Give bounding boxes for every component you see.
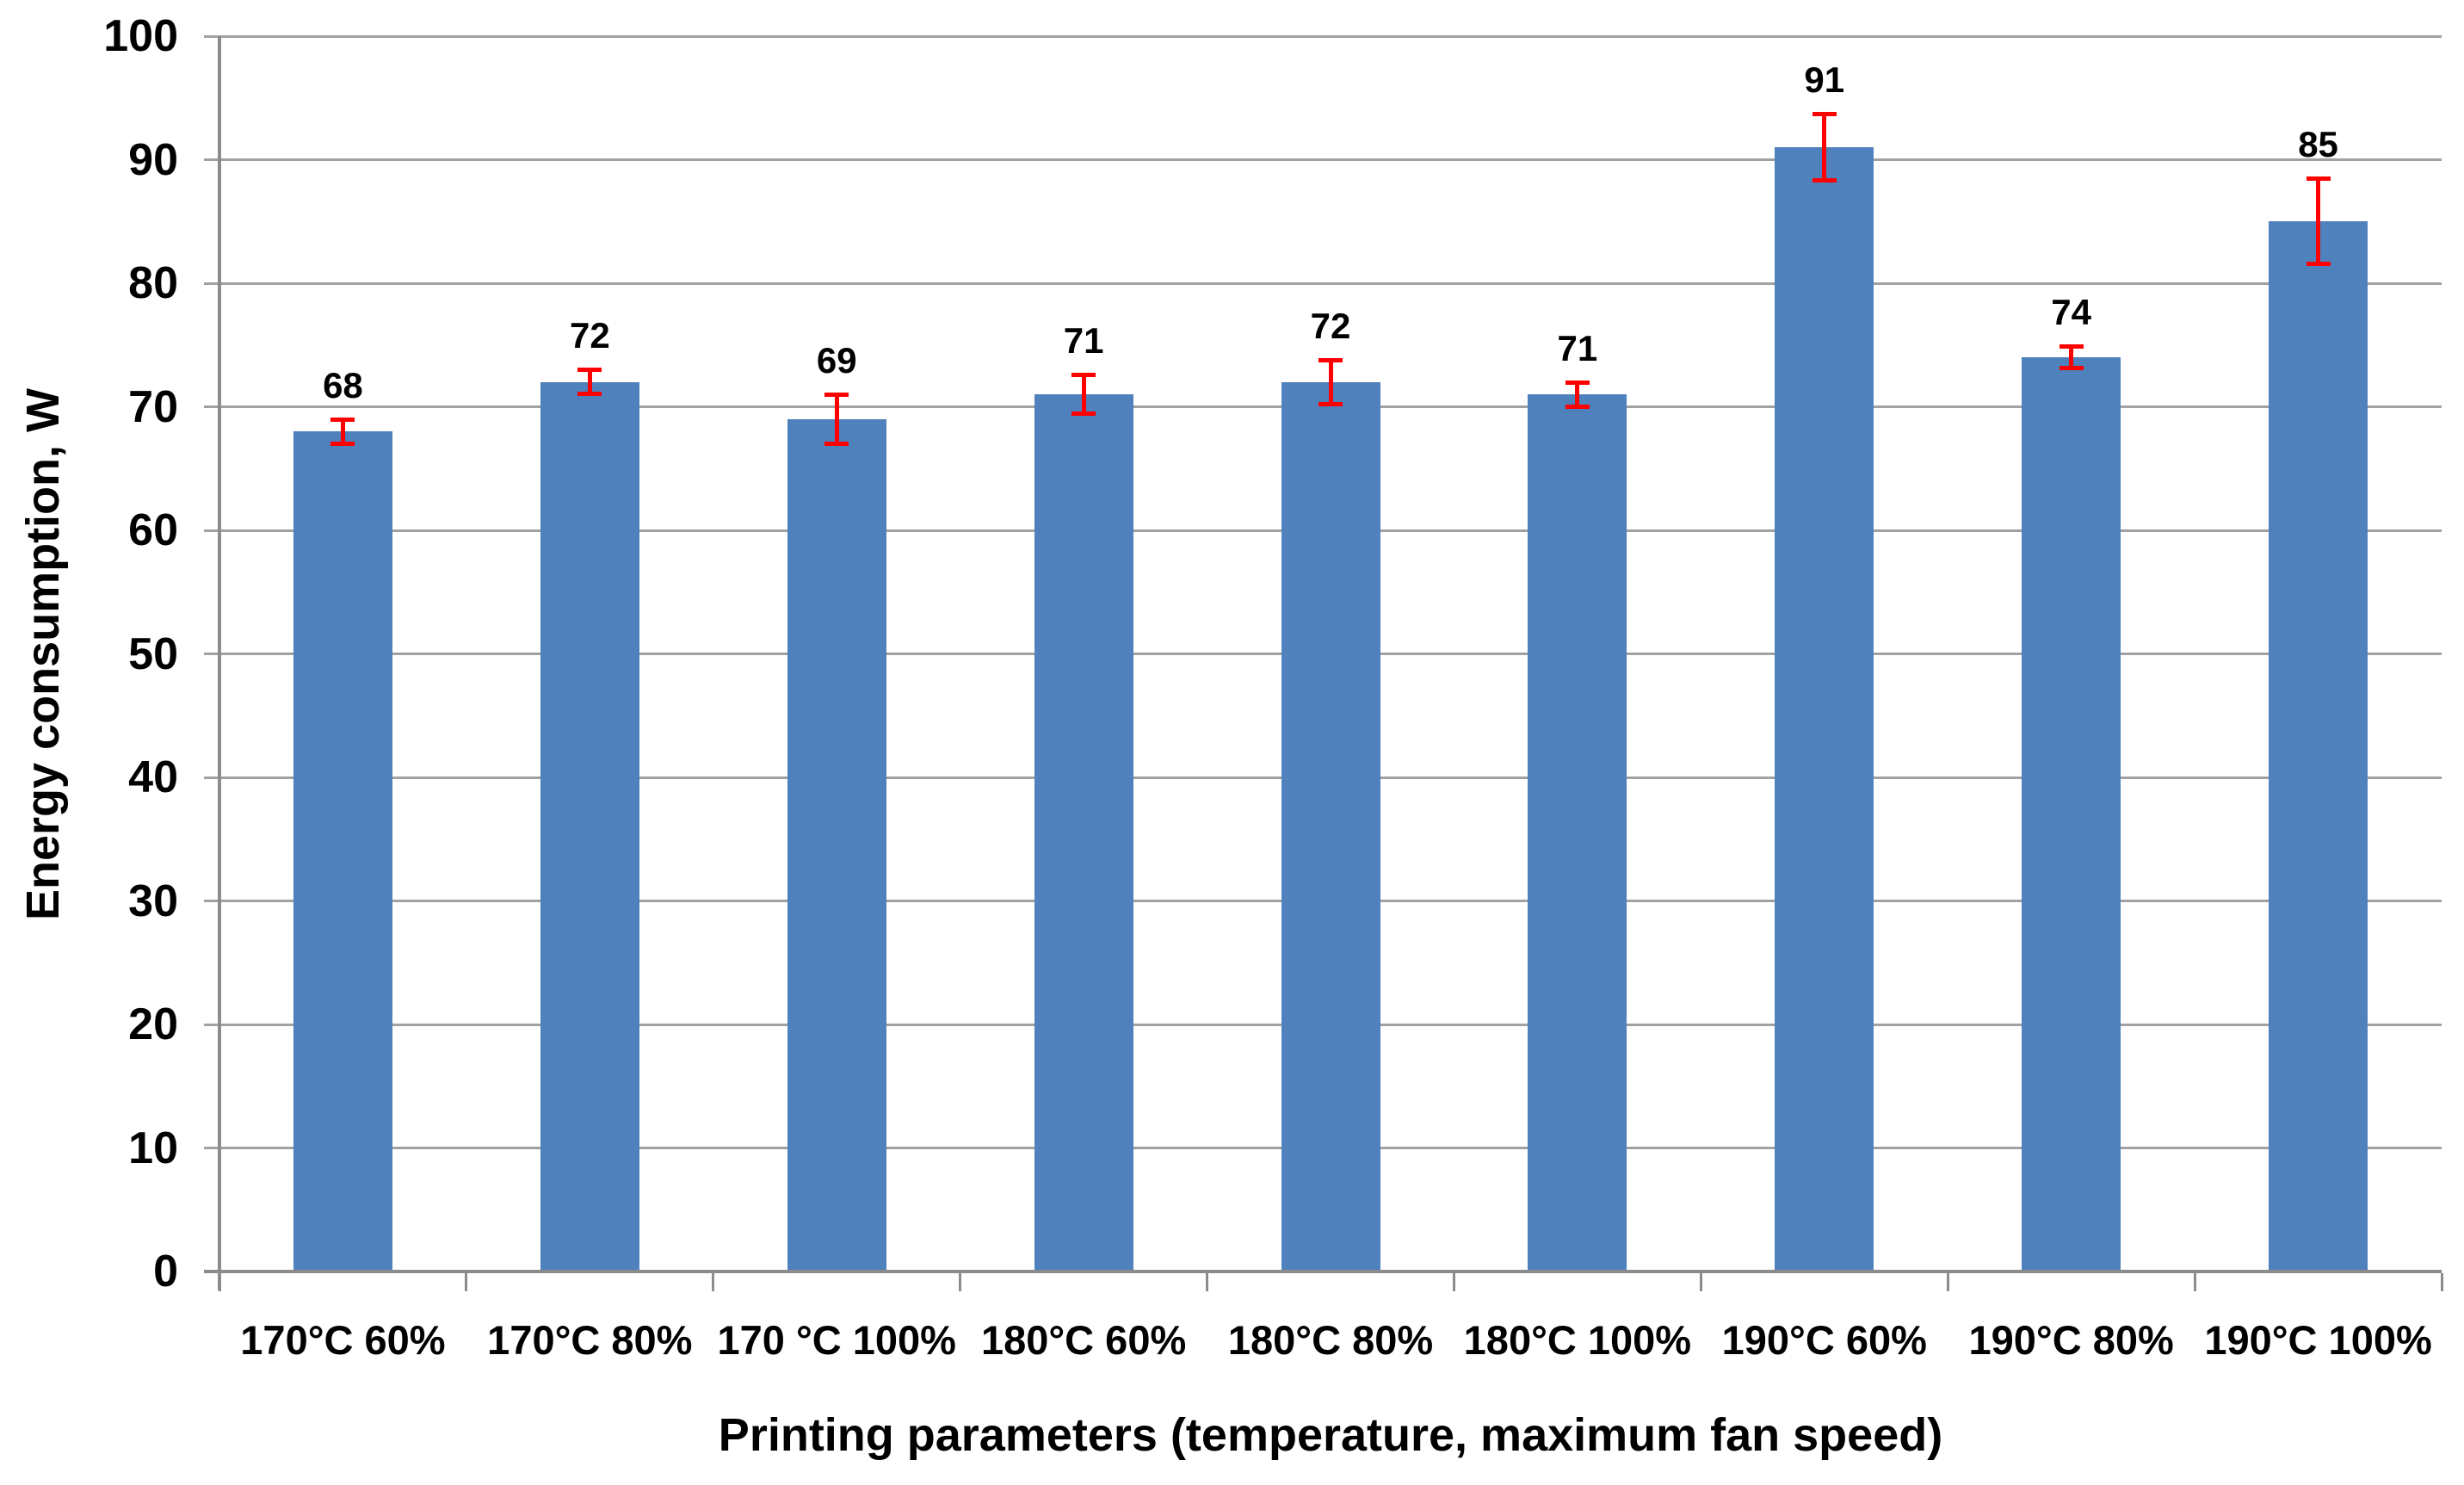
y-tick-label: 70 (128, 381, 178, 432)
y-tick-label: 80 (128, 258, 178, 308)
error-bar-line (2069, 346, 2074, 368)
x-axis-tick (218, 1273, 221, 1291)
error-bar-cap-bottom (2059, 366, 2084, 370)
gridline (204, 34, 2442, 38)
error-bar-cap-top (330, 417, 355, 422)
x-axis-tick (1946, 1273, 1949, 1291)
error-bar-cap-bottom (2306, 262, 2331, 267)
error-bar-cap-top (577, 368, 602, 373)
error-bar-line (340, 418, 345, 444)
bar (1281, 381, 1380, 1272)
bar (1528, 394, 1627, 1272)
bar-value-label: 71 (1063, 320, 1104, 362)
error-bar-cap-bottom (824, 441, 849, 446)
error-bar-line (587, 369, 592, 395)
bar-value-label: 72 (569, 315, 610, 356)
bar-value-label: 69 (816, 340, 857, 381)
error-bar-line (1575, 381, 1580, 407)
error-bar-line (1822, 114, 1827, 181)
bar-value-label: 72 (1310, 305, 1351, 346)
bar (787, 418, 886, 1272)
error-bar-cap-top (1318, 357, 1343, 362)
y-tick-label: 10 (128, 1123, 178, 1173)
y-tick-label: 30 (128, 876, 178, 926)
bar-value-label: 71 (1557, 327, 1598, 368)
y-tick-label: 20 (128, 999, 178, 1049)
error-bar-cap-bottom (330, 441, 355, 446)
gridline (204, 282, 2442, 285)
error-bar-cap-top (2059, 344, 2084, 350)
bar-value-label: 74 (2051, 292, 2092, 333)
x-tick-label: 170°C 80% (487, 1317, 693, 1363)
error-bar-line (2316, 178, 2321, 265)
y-tick-label: 0 (153, 1247, 178, 1296)
error-bar-line (1081, 374, 1086, 415)
x-axis-tick (959, 1273, 962, 1291)
error-bar-cap-top (2306, 176, 2331, 182)
y-tick-label: 50 (128, 628, 178, 679)
x-axis-tick (1452, 1273, 1455, 1291)
bar-value-label: 68 (323, 364, 363, 405)
bar (2022, 357, 2121, 1272)
x-axis-tick (712, 1273, 715, 1291)
bar (1034, 394, 1133, 1272)
error-bar-cap-top (1565, 380, 1590, 385)
error-bar-cap-top (824, 393, 849, 398)
error-bar-cap-bottom (577, 392, 602, 397)
x-tick-label: 180°C 60% (980, 1317, 1187, 1363)
gridline (204, 158, 2442, 161)
error-bar-cap-bottom (1565, 404, 1590, 409)
error-bar-cap-bottom (1071, 411, 1096, 417)
x-axis-title: Printing parameters (temperature, maximu… (718, 1409, 1943, 1461)
x-tick-label: 170 °C 100% (717, 1317, 956, 1363)
x-tick-label: 190°C 100% (2204, 1317, 2432, 1363)
y-tick-label: 100 (103, 11, 178, 61)
x-tick-label: 190°C 80% (1968, 1317, 2174, 1363)
y-tick-label: 40 (128, 752, 178, 802)
error-bar-cap-top (1071, 373, 1096, 378)
bar (1775, 147, 1874, 1272)
error-bar-line (1328, 359, 1333, 405)
x-axis-tick (465, 1273, 468, 1291)
bar (293, 431, 392, 1272)
error-bar-line (834, 394, 839, 444)
x-axis-line (204, 1270, 2442, 1273)
y-tick-label: 60 (128, 505, 178, 555)
x-axis-tick (2440, 1273, 2443, 1291)
y-tick-label: 90 (128, 134, 178, 185)
x-tick-label: 170°C 60% (240, 1317, 446, 1363)
x-axis-tick (1699, 1273, 1702, 1291)
error-bar-cap-bottom (1318, 401, 1343, 406)
bar (2269, 221, 2368, 1272)
y-axis-line (218, 36, 221, 1290)
bar-value-label: 85 (2298, 124, 2338, 165)
error-bar-cap-bottom (1812, 177, 1837, 183)
x-tick-label: 190°C 60% (1721, 1317, 1927, 1363)
x-tick-label: 180°C 80% (1227, 1317, 1434, 1363)
error-bar-cap-top (1812, 112, 1837, 117)
bar (540, 381, 639, 1272)
x-axis-tick (1206, 1273, 1209, 1291)
x-tick-label: 180°C 100% (1463, 1317, 1692, 1363)
bar-value-label: 91 (1804, 59, 1845, 101)
x-axis-tick (2193, 1273, 2196, 1291)
